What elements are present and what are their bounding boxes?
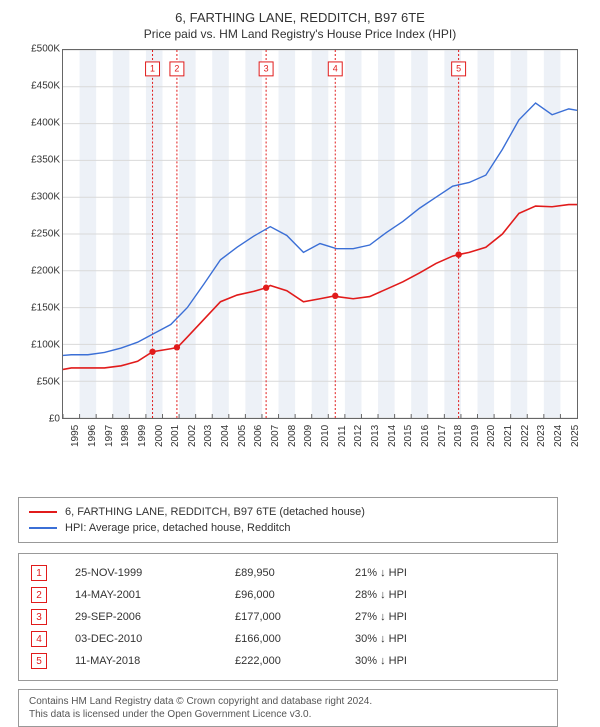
x-tick-label: 2009: [303, 425, 314, 447]
x-tick-label: 2006: [253, 425, 264, 447]
x-tick-label: 2004: [220, 425, 231, 447]
svg-text:3: 3: [264, 64, 269, 74]
x-tick-label: 2024: [553, 425, 564, 447]
x-axis-labels: 1995 1996 1997 1998 1999 2000 2001 2002 2003 2004…: [62, 421, 578, 477]
sale-marker: 4: [31, 631, 47, 647]
y-tick-label: £250K: [31, 229, 60, 240]
svg-text:5: 5: [456, 64, 461, 74]
sales-row: 5 11-MAY-2018£222,00030% ↓ HPI: [31, 650, 545, 672]
y-tick-label: £400K: [31, 118, 60, 129]
y-tick-label: £300K: [31, 192, 60, 203]
x-tick-label: 2003: [203, 425, 214, 447]
legend-label: 6, FARTHING LANE, REDDITCH, B97 6TE (det…: [65, 506, 365, 518]
title-main: 6, FARTHING LANE, REDDITCH, B97 6TE: [18, 10, 582, 25]
x-tick-label: 2023: [536, 425, 547, 447]
x-tick-label: 1996: [87, 425, 98, 447]
x-tick-label: 2001: [170, 425, 181, 447]
y-tick-label: £150K: [31, 303, 60, 314]
sale-date: 25-NOV-1999: [75, 567, 235, 579]
sale-delta: 21% ↓ HPI: [355, 567, 407, 579]
x-tick-label: 2019: [470, 425, 481, 447]
svg-text:2: 2: [174, 64, 179, 74]
sales-row: 4 03-DEC-2010£166,00030% ↓ HPI: [31, 628, 545, 650]
x-tick-label: 2000: [154, 425, 165, 447]
y-axis-labels: £0£50K£100K£150K£200K£250K£300K£350K£400…: [18, 49, 60, 419]
y-tick-label: £200K: [31, 266, 60, 277]
sale-marker: 5: [31, 653, 47, 669]
sale-delta: 27% ↓ HPI: [355, 611, 407, 623]
y-tick-label: £450K: [31, 81, 60, 92]
sale-date: 14-MAY-2001: [75, 589, 235, 601]
legend-row: 6, FARTHING LANE, REDDITCH, B97 6TE (det…: [29, 504, 547, 520]
chart-title-block: 6, FARTHING LANE, REDDITCH, B97 6TE Pric…: [18, 10, 582, 41]
sale-date: 03-DEC-2010: [75, 633, 235, 645]
x-tick-label: 2016: [420, 425, 431, 447]
x-tick-label: 1999: [137, 425, 148, 447]
footnote-line2: This data is licensed under the Open Gov…: [29, 708, 547, 721]
chart-area: £0 £50K £100K £150K £200K £250K £300K £350K £400…: [18, 49, 578, 439]
x-tick-label: 2007: [270, 425, 281, 447]
x-tick-label: 2017: [437, 425, 448, 447]
svg-text:1: 1: [150, 64, 155, 74]
sale-price: £222,000: [235, 655, 355, 667]
sale-price: £177,000: [235, 611, 355, 623]
plot: 1 2 3 4 5: [62, 49, 578, 419]
y-tick-label: £350K: [31, 155, 60, 166]
x-tick-label: 2013: [370, 425, 381, 447]
sale-marker: 1: [31, 565, 47, 581]
sale-date: 29-SEP-2006: [75, 611, 235, 623]
legend: 6, FARTHING LANE, REDDITCH, B97 6TE (det…: [18, 497, 558, 543]
sale-price: £96,000: [235, 589, 355, 601]
x-tick-label: 2008: [287, 425, 298, 447]
footnote: Contains HM Land Registry data © Crown c…: [18, 689, 558, 727]
sale-delta: 28% ↓ HPI: [355, 589, 407, 601]
x-tick-label: 2022: [520, 425, 531, 447]
x-tick-label: 1995: [70, 425, 81, 447]
x-tick-label: 1997: [104, 425, 115, 447]
x-tick-label: 2015: [403, 425, 414, 447]
sale-marker: 3: [31, 609, 47, 625]
x-tick-label: 2018: [453, 425, 464, 447]
x-tick-label: 2002: [187, 425, 198, 447]
sale-date: 11-MAY-2018: [75, 655, 235, 667]
x-tick-label: 2005: [237, 425, 248, 447]
legend-swatch: [29, 527, 57, 529]
sales-table: 1 25-NOV-1999£89,95021% ↓ HPI 2 14-MAY-2001…: [18, 553, 558, 681]
x-tick-label: 2021: [503, 425, 514, 447]
svg-text:4: 4: [333, 64, 338, 74]
x-tick-label: 2020: [486, 425, 497, 447]
x-tick-label: 2025: [570, 425, 581, 447]
legend-label: HPI: Average price, detached house, Redd…: [65, 522, 290, 534]
footnote-line1: Contains HM Land Registry data © Crown c…: [29, 695, 547, 708]
sale-price: £89,950: [235, 567, 355, 579]
legend-row: HPI: Average price, detached house, Redd…: [29, 520, 547, 536]
y-tick-label: £50K: [37, 377, 60, 388]
sale-marker: 2: [31, 587, 47, 603]
y-tick-label: £100K: [31, 340, 60, 351]
sale-price: £166,000: [235, 633, 355, 645]
legend-swatch: [29, 511, 57, 513]
sales-row: 1 25-NOV-1999£89,95021% ↓ HPI: [31, 562, 545, 584]
y-tick-label: £500K: [31, 44, 60, 55]
x-tick-label: 2010: [320, 425, 331, 447]
sale-delta: 30% ↓ HPI: [355, 655, 407, 667]
x-tick-label: 2012: [353, 425, 364, 447]
sale-delta: 30% ↓ HPI: [355, 633, 407, 645]
x-tick-label: 1998: [120, 425, 131, 447]
sales-row: 2 14-MAY-2001£96,00028% ↓ HPI: [31, 584, 545, 606]
sales-row: 3 29-SEP-2006£177,00027% ↓ HPI: [31, 606, 545, 628]
x-tick-label: 2011: [337, 425, 348, 447]
y-tick-label: £0: [49, 414, 60, 425]
x-tick-label: 2014: [387, 425, 398, 447]
title-sub: Price paid vs. HM Land Registry's House …: [18, 27, 582, 41]
